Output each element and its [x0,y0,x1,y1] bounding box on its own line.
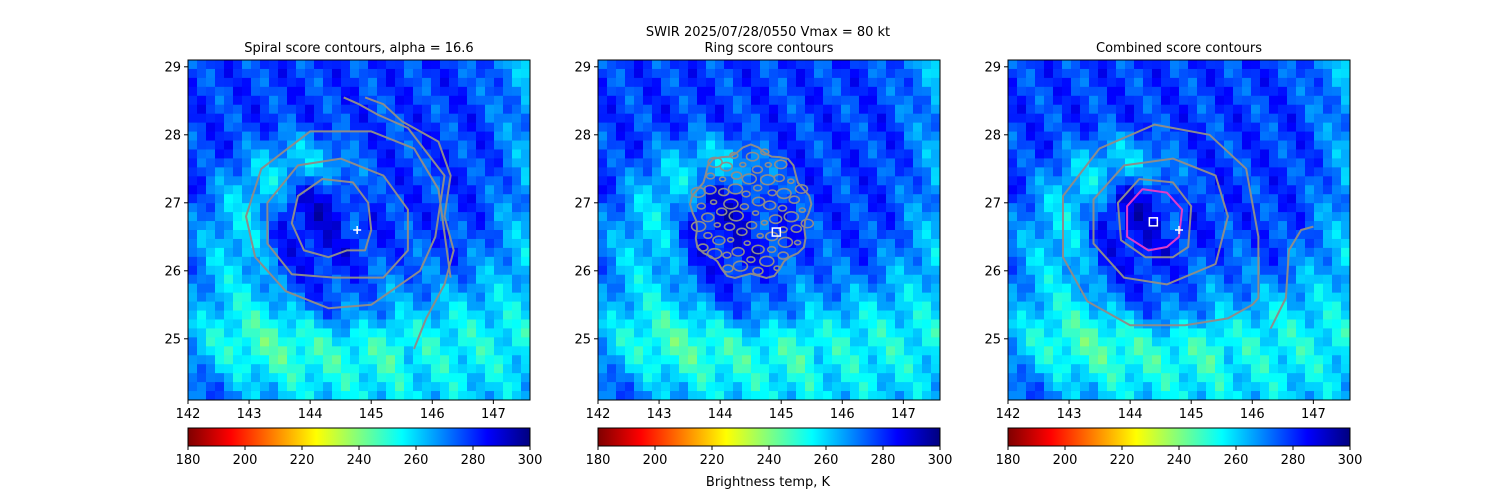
y-tick-label: 26 [984,264,1001,279]
y-tick-label: 25 [164,332,181,347]
colorbar-tick-label: 300 [518,453,543,468]
y-tick-label: 27 [574,196,591,211]
colorbar [597,427,941,447]
y-tick-label: 28 [984,128,1001,143]
contour-line-2 [1116,178,1193,259]
axes-frame [597,59,941,401]
colorbar-tick-label: 180 [586,453,611,468]
colorbar-tick-label: 240 [1167,453,1192,468]
colorbar-label: Brightness temp, K [706,475,831,490]
x-tick-label: 145 [1179,407,1204,422]
contour-line-4 [364,96,455,350]
center-plus-marker [1175,226,1183,234]
y-tick-label: 28 [164,128,181,143]
y-tick-label: 29 [164,60,181,75]
y-tick-label: 25 [984,332,1001,347]
colorbar-tick-label: 240 [757,453,782,468]
x-tick-label: 144 [1118,407,1143,422]
panel-title: Spiral score contours, alpha = 16.6 [244,41,473,56]
y-tick-label: 29 [574,60,591,75]
x-tick-label: 142 [176,407,201,422]
axes-frame [1007,59,1351,401]
colorbar-tick-label: 280 [461,453,486,468]
axes-frame [187,59,531,401]
brightness-heatmap [598,60,940,400]
colorbar-tick-label: 300 [928,453,953,468]
center-plus-marker [353,226,362,234]
contour-line-2 [266,157,409,279]
colorbar [187,427,531,447]
colorbar-tick-label: 180 [996,453,1021,468]
panel-1: Spiral score contours, alpha = 16.6 142 14… [164,41,542,468]
brightness-heatmap [188,60,530,400]
colorbar-tick-label: 260 [1224,453,1249,468]
y-tick-label: 28 [574,128,591,143]
panel-3: Combined score contours 142 143 144 145 146 14… [984,41,1362,468]
colorbar-tick-label: 220 [700,453,725,468]
colorbar [1007,427,1351,447]
ring-score-contours [688,143,815,280]
x-tick-label: 147 [1301,407,1326,422]
colorbar-tick-label: 260 [404,453,429,468]
x-tick-label: 144 [298,407,323,422]
center-square-marker [1148,217,1159,227]
x-tick-label: 146 [830,407,855,422]
x-tick-label: 146 [1240,407,1265,422]
x-tick-label: 147 [891,407,916,422]
colorbar-tick-label: 280 [871,453,896,468]
x-tick-label: 143 [237,407,262,422]
x-tick-label: 144 [708,407,733,422]
colorbar-tick-label: 260 [814,453,839,468]
x-tick-label: 146 [420,407,445,422]
center-square-marker [771,227,782,237]
figure-suptitle: SWIR 2025/07/28/0550 Vmax = 80 kt [646,25,890,40]
contour-line-3 [245,96,452,310]
colorbar-tick-label: 200 [1053,453,1078,468]
colorbar-tick-label: 180 [176,453,201,468]
colorbar-tick-label: 280 [1281,453,1306,468]
colorbar-tick-label: 300 [1338,453,1363,468]
x-tick-label: 145 [359,407,384,422]
colorbar-tick-label: 200 [643,453,668,468]
y-tick-label: 26 [574,264,591,279]
contour-line-1 [1126,188,1184,252]
panel-2: Ring score contours 142 143 144 145 146 147 25 2… [574,41,952,468]
y-tick-label: 29 [984,60,1001,75]
colorbar-tick-label: 240 [347,453,372,468]
contour-line-1 [290,178,373,259]
y-tick-label: 27 [164,196,181,211]
panel-title: Ring score contours [704,41,833,56]
x-tick-label: 142 [586,407,611,422]
contour-line-5 [1269,225,1314,330]
x-tick-label: 145 [769,407,794,422]
contour-line-4 [1062,123,1260,327]
x-tick-label: 143 [1057,407,1082,422]
contour-line-3 [1092,157,1229,286]
x-tick-label: 147 [481,407,506,422]
colorbar-tick-label: 220 [290,453,315,468]
y-tick-label: 25 [574,332,591,347]
x-tick-label: 142 [996,407,1021,422]
x-tick-label: 143 [647,407,672,422]
panel-title: Combined score contours [1096,41,1262,56]
y-tick-label: 26 [164,264,181,279]
y-tick-label: 27 [984,196,1001,211]
brightness-heatmap [1008,60,1350,400]
colorbar-tick-label: 220 [1110,453,1135,468]
colorbar-tick-label: 200 [233,453,258,468]
